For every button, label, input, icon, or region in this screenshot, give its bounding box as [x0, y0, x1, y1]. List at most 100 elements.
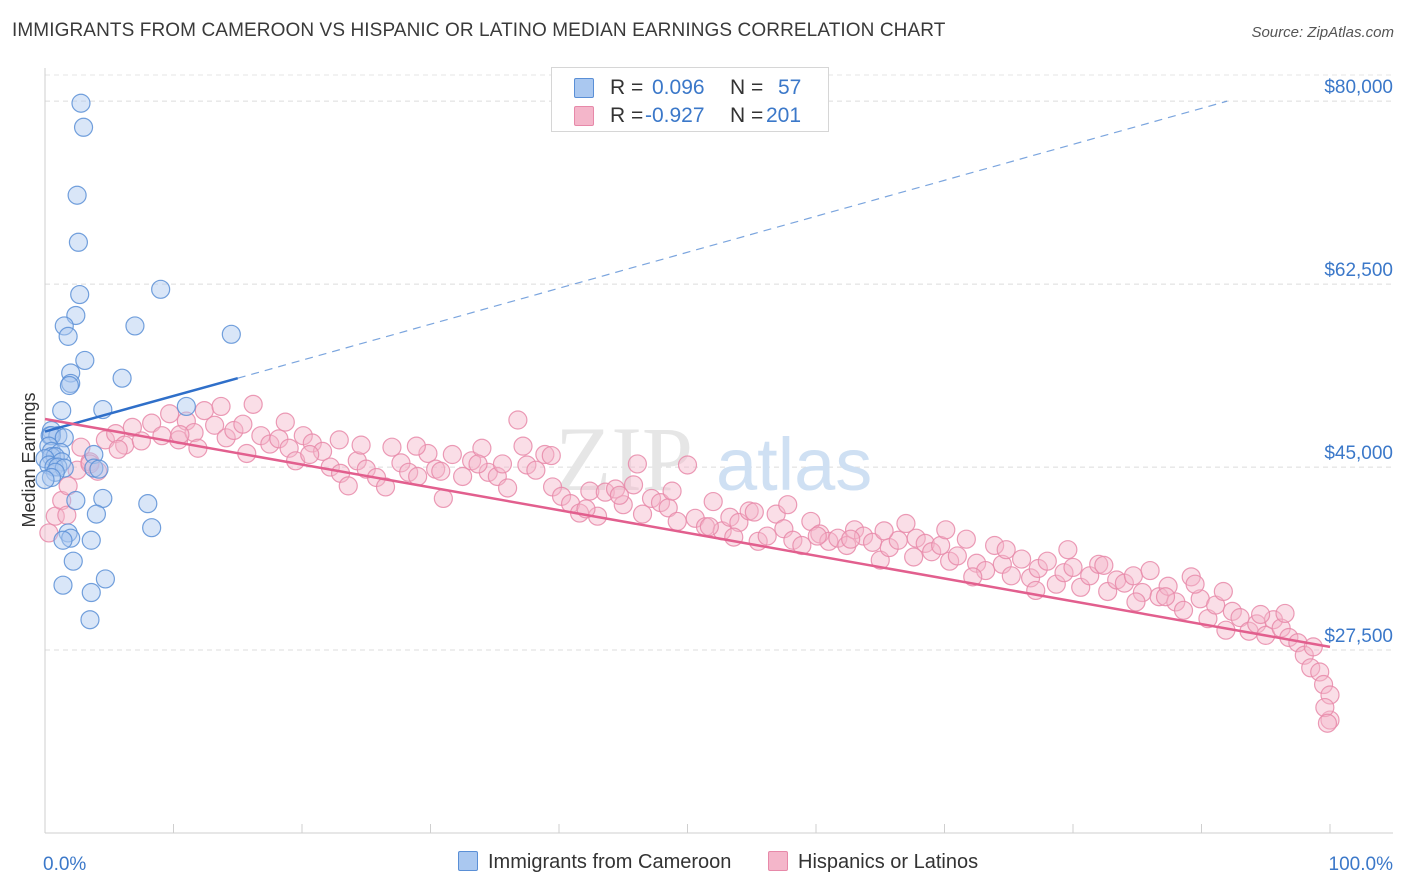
hispanic-point	[338, 476, 358, 496]
hispanic-point	[1320, 710, 1340, 730]
y-axis-label: Median Earnings	[19, 392, 39, 527]
cameroon-trend-line	[44, 376, 239, 433]
bottom-swatch-pink	[768, 851, 788, 871]
hispanic-trend-line	[44, 417, 1331, 649]
legend-n-value: 201	[766, 104, 802, 127]
hispanic-point	[399, 462, 419, 482]
cameroon-point	[112, 368, 132, 388]
trend-lines	[44, 100, 1331, 649]
cameroon-point	[66, 490, 86, 511]
hispanic-point	[699, 517, 719, 537]
hispanic-point	[406, 436, 426, 456]
chart-title: IMMIGRANTS FROM CAMEROON VS HISPANIC OR …	[12, 20, 946, 41]
cameroon-point	[176, 396, 196, 417]
hispanic-point	[1310, 662, 1330, 682]
hispanic-point	[211, 396, 231, 417]
legend-row-cameroon: R = 0.096 N = 57	[552, 74, 828, 102]
y-tick-label: $27,500	[1324, 626, 1393, 647]
y-tick-label: $45,000	[1324, 443, 1393, 464]
hispanic-point	[492, 454, 513, 474]
hispanic-point	[1301, 658, 1321, 678]
hispanic-point	[874, 521, 894, 541]
cameroon-point	[138, 494, 158, 514]
hispanic-point	[122, 417, 142, 437]
hispanic-point	[442, 444, 462, 465]
x-tick-label: 0.0%	[43, 854, 86, 875]
cameroon-point	[70, 284, 90, 305]
hispanic-point	[1123, 566, 1143, 586]
hispanic-point	[1063, 557, 1083, 578]
cameroon-point	[151, 279, 171, 299]
cameroon-point	[68, 232, 89, 252]
y-tick-labels: $27,500 $45,000 $62,500 $80,000	[1324, 77, 1393, 647]
hispanic-point	[431, 461, 451, 481]
hispanic-point	[351, 435, 371, 455]
hispanic-point	[720, 507, 740, 527]
hispanic-point	[1185, 574, 1205, 594]
hispanic-point	[632, 504, 653, 524]
hispanic-point	[623, 475, 644, 495]
legend-r-label: R =	[610, 76, 644, 99]
hispanic-point	[936, 520, 956, 540]
hispanic-point	[963, 567, 983, 587]
hispanic-point	[233, 414, 253, 434]
hispanic-point	[498, 478, 518, 498]
hispanic-point	[1230, 608, 1250, 628]
y-tick-label: $80,000	[1324, 77, 1393, 98]
hispanic-point	[641, 488, 662, 509]
hispanic-point	[243, 394, 263, 414]
bottom-legend-label: Immigrants from Cameroon	[488, 851, 732, 873]
hispanic-point	[279, 438, 299, 458]
hispanic-point	[205, 415, 225, 435]
hispanic-point	[160, 404, 180, 424]
hispanic-point	[108, 439, 128, 459]
hispanic-point	[757, 526, 777, 546]
gridlines	[45, 74, 1393, 651]
cameroon-point	[52, 401, 72, 421]
y-tick-label: $62,500	[1324, 260, 1393, 281]
hispanic-point	[517, 455, 537, 475]
cameroon-point	[45, 462, 65, 482]
hispanic-point	[1315, 697, 1335, 718]
hispanic-point	[418, 443, 438, 464]
hispanic-point	[1037, 551, 1057, 571]
cameroon-point	[80, 610, 100, 630]
watermark-atlas: atlas	[716, 423, 872, 506]
bottom-legend-hispanic: Hispanics or Latinos	[768, 851, 978, 874]
hispanic-point	[508, 410, 528, 430]
hispanic-point	[275, 412, 295, 432]
legend-r-label: R =	[610, 104, 644, 127]
cameroon-point	[67, 185, 87, 205]
cameroon-point	[81, 582, 101, 603]
hispanic-point	[1155, 587, 1176, 607]
hispanic-point	[662, 481, 682, 501]
cameroon-trend-extension	[237, 100, 1228, 379]
hispanic-point	[609, 485, 629, 505]
cameroon-point	[61, 528, 81, 548]
hispanic-point	[896, 513, 916, 534]
hispanic-point	[184, 422, 204, 443]
hispanic-point	[1140, 560, 1160, 581]
legend-swatch-pink	[574, 106, 594, 126]
hispanic-point	[1303, 637, 1323, 657]
hispanic-point	[778, 495, 798, 515]
hispanic-point	[513, 436, 533, 456]
hispanic-point	[627, 454, 647, 474]
hispanic-point	[1275, 603, 1295, 624]
cameroon-point	[54, 428, 74, 448]
legend-n-label: N =	[730, 104, 764, 127]
hispanic-point	[1094, 555, 1114, 575]
hispanic-point	[433, 488, 453, 509]
cameroon-point	[54, 458, 74, 478]
legend-swatch-blue	[574, 78, 594, 98]
hispanic-point	[1313, 674, 1334, 695]
hispanic-point	[783, 530, 803, 550]
hispanic-point	[260, 434, 280, 454]
hispanic-point	[453, 466, 473, 487]
legend-r-value: -0.927	[645, 104, 705, 127]
hispanic-point	[904, 547, 924, 567]
hispanic-point	[1046, 574, 1066, 594]
hispanic-point	[382, 437, 402, 457]
hispanic-point	[947, 546, 967, 566]
hispanic-point	[1058, 540, 1078, 560]
